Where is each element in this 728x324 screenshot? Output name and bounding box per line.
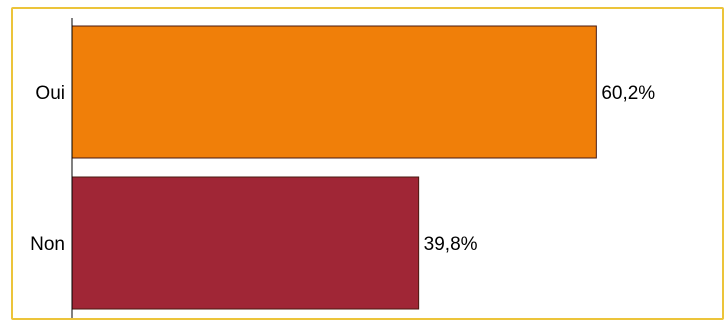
chart-frame	[11, 7, 724, 320]
category-label-non: Non	[30, 234, 65, 255]
bar-non	[71, 176, 420, 310]
bar-oui	[71, 25, 597, 159]
value-label-non: 39,8%	[424, 234, 478, 255]
value-label-oui: 60,2%	[601, 83, 655, 104]
category-label-oui: Oui	[35, 83, 65, 104]
